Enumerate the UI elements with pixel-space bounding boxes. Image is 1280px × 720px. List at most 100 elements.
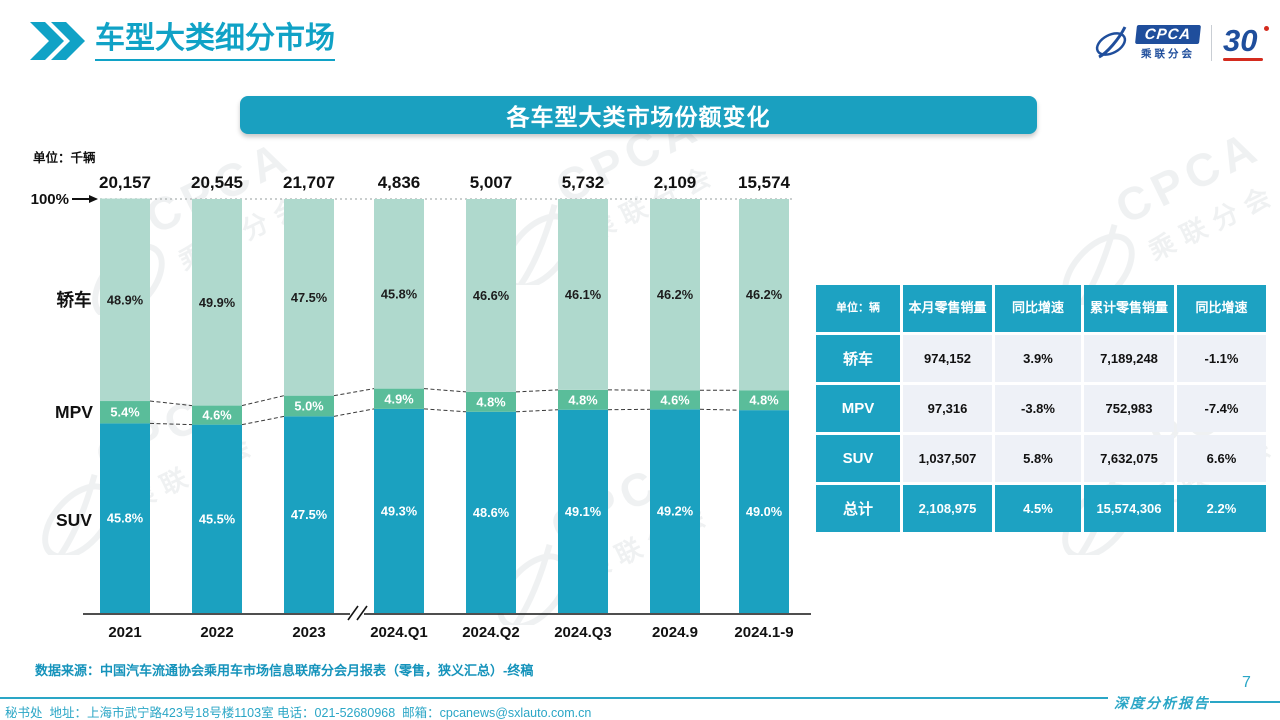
table-header-cell: 本月零售销量: [903, 285, 992, 332]
bar-segment-MPV: [466, 391, 516, 412]
table-data-cell: 2,108,975: [903, 485, 992, 532]
bar-segment-SUV: [558, 409, 608, 613]
segment-value-label: 47.5%: [291, 290, 328, 305]
arrow-head-icon: [89, 195, 98, 203]
table-data-cell: 15,574,306: [1084, 485, 1174, 532]
bar-total-label: 4,836: [378, 173, 421, 192]
bar-segment-MPV: [192, 405, 242, 425]
chart-title: 各车型大类市场份额变化: [506, 104, 771, 130]
x-category-label: 2023: [292, 624, 325, 641]
series-label-suv: SUV: [56, 510, 92, 530]
segment-value-label: 46.1%: [565, 287, 602, 302]
bar-segment-MPV: [100, 401, 150, 424]
segment-value-label: 5.4%: [110, 405, 140, 420]
segment-value-label: 49.3%: [381, 503, 418, 518]
bar-totals: 20,157 20,545 21,707 4,836 5,007 5,732 2,109 15…: [99, 173, 791, 192]
anniversary-badge: 30: [1223, 25, 1269, 61]
bar-total-label: 5,732: [562, 173, 605, 192]
bar-segment-轿车: [100, 198, 150, 402]
x-category-label: 2024.1-9: [734, 624, 793, 641]
page-title: 车型大类细分市场: [95, 22, 335, 61]
footer-rule: [0, 697, 1108, 699]
unit-label: 单位：千辆: [33, 150, 96, 165]
table-data-cell: -1.1%: [1177, 335, 1266, 382]
segment-value-label: 49.9%: [199, 295, 236, 310]
segment-value-label: 45.8%: [107, 511, 144, 526]
mpv-top-connector: [333, 388, 375, 397]
segment-value-label: 4.8%: [476, 394, 506, 409]
segment-value-label: 45.5%: [199, 511, 236, 526]
axis-break-mark: [347, 605, 359, 621]
table-unit-header: 单位：辆: [816, 285, 900, 332]
bar-segment-SUV: [739, 410, 789, 613]
bar-segment-SUV: [374, 408, 424, 613]
x-category-label: 2024.Q1: [370, 624, 428, 641]
bar-segment-MPV: [650, 390, 700, 410]
x-category-label: 2024.Q3: [554, 624, 612, 641]
bar-total-label: 20,545: [191, 173, 243, 192]
segment-value-label: 46.2%: [746, 287, 783, 302]
table-row-label: 总计: [816, 485, 900, 532]
bar-total-label: 5,007: [470, 173, 513, 192]
mpv-bottom-connector: [699, 408, 740, 411]
cpca-subtitle: 乘联分会: [1141, 48, 1195, 60]
source-note: 数据来源：中国汽车流通协会乘用车市场信息联席分会月报表（零售，狭义汇总）-终稿: [35, 663, 534, 678]
anniversary-red-bar: [1223, 58, 1263, 61]
anniversary-number: 30: [1223, 25, 1269, 56]
bar-segment-MPV: [374, 388, 424, 409]
series-label-mpv: MPV: [55, 402, 93, 422]
segment-value-label: 49.1%: [565, 504, 602, 519]
bar-total-label: 21,707: [283, 173, 335, 192]
bar-segment-SUV: [284, 416, 334, 613]
bar-segment-MPV: [284, 395, 334, 417]
red-dot-icon: [1264, 26, 1269, 31]
bar-total-label: 20,157: [99, 173, 151, 192]
bar-total-label: 2,109: [654, 173, 697, 192]
cpca-name: CPCA: [1135, 25, 1201, 44]
table-data-cell: 97,316: [903, 385, 992, 432]
connector-lines: [149, 388, 740, 426]
mpv-bottom-connector: [149, 422, 193, 426]
contact-info: 秘书处 地址：上海市武宁路423号18号楼1103室 电话：021-526809…: [5, 706, 592, 720]
mpv-bottom-connector: [333, 408, 375, 417]
table-data-cell: 2.2%: [1177, 485, 1266, 532]
bar-segment-轿车: [192, 199, 242, 406]
table-row-label: 轿车: [816, 335, 900, 382]
market-share-chart: 单位：千辆 100% 轿车 MPV SUV 45.8% 5.4% 48.9% 45.5…: [25, 140, 815, 660]
segment-value-label: 5.0%: [294, 399, 324, 414]
segment-value-label: 49.2%: [657, 504, 694, 519]
x-axis-labels: 2021 2022 2023 2024.Q1 2024.Q2 2024.Q3 2024.9 2…: [108, 624, 793, 641]
bars: [100, 198, 789, 613]
segment-value-label: 49.0%: [746, 504, 783, 519]
bar-segment-轿车: [558, 199, 608, 390]
segment-value-label: 48.9%: [107, 292, 144, 307]
mpv-bottom-connector: [241, 415, 285, 426]
mpv-top-connector: [515, 389, 559, 393]
bar-segment-轿车: [284, 199, 334, 396]
axis-break-mark: [356, 605, 368, 621]
bar-segment-轿车: [650, 199, 700, 391]
mpv-top-connector: [423, 388, 467, 393]
footer-rule-right: [1210, 701, 1280, 703]
table-data-cell: 5.8%: [995, 435, 1081, 482]
cpca-swoosh-icon: [1095, 26, 1127, 59]
x-category-label: 2024.9: [652, 624, 698, 641]
bar-segment-SUV: [100, 423, 150, 613]
segment-value-label: 46.6%: [473, 288, 510, 303]
table-header-cell: 同比增速: [995, 285, 1081, 332]
x-category-label: 2022: [200, 624, 233, 641]
segment-value-label: 4.8%: [568, 392, 598, 407]
segment-value-label: 4.6%: [202, 408, 232, 423]
table-data-cell: 752,983: [1084, 385, 1174, 432]
cpca-logo: CPCA 乘联分会 30: [1092, 24, 1269, 62]
segment-labels: 45.8% 5.4% 48.9% 45.5% 4.6% 49.9% 47.5% 5.0% 47.…: [107, 286, 783, 526]
table-data-cell: -7.4%: [1177, 385, 1266, 432]
double-chevron-icon: [30, 22, 85, 61]
bar-segment-SUV: [466, 411, 516, 613]
logo-divider: [1211, 25, 1212, 61]
table-data-cell: 7,189,248: [1084, 335, 1174, 382]
bar-segment-MPV: [558, 389, 608, 410]
bar-segment-SUV: [192, 424, 242, 613]
